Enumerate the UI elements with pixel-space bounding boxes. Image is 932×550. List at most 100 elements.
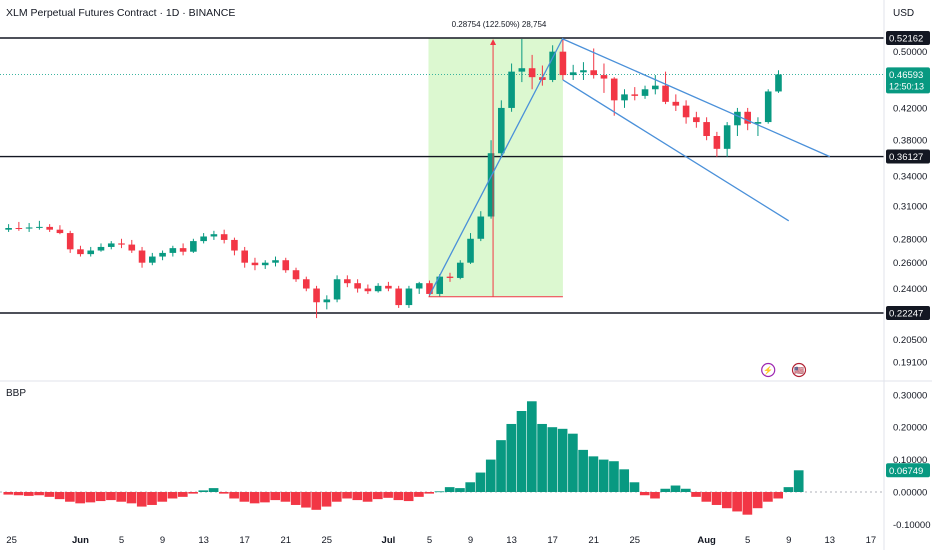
- candle-body: [549, 51, 556, 80]
- support-resistance-levels[interactable]: [0, 37, 884, 314]
- oscillator-label: BBP: [6, 388, 26, 399]
- drawing-lines[interactable]: [428, 37, 831, 298]
- oscillator-value-text: 0.06749: [889, 466, 923, 477]
- price-tick-label: 0.26000: [893, 258, 927, 269]
- candle-body: [672, 101, 680, 106]
- x-tick-label: 5: [119, 535, 124, 546]
- x-tick-label: 9: [468, 535, 473, 546]
- x-tick-label: 21: [588, 535, 599, 546]
- price-tick-label: 0.28000: [893, 234, 927, 245]
- candle-body: [46, 226, 53, 230]
- level-price-badge: [886, 306, 930, 320]
- oscillator-bar: [742, 492, 753, 515]
- last-price-badge: [886, 67, 930, 94]
- candle-body: [631, 94, 639, 96]
- candle-body: [169, 248, 177, 253]
- oscillator-bar: [680, 488, 691, 492]
- oscillator-bar: [639, 492, 650, 496]
- candle-body: [426, 283, 433, 294]
- candle-body: [302, 279, 310, 289]
- candle-body: [282, 260, 290, 271]
- oscillator-bar: [485, 459, 496, 492]
- candle-body: [641, 89, 649, 96]
- x-tick-label: 21: [280, 535, 291, 546]
- oscillator-bar: [208, 488, 219, 492]
- oscillator-bar: [229, 492, 239, 499]
- oscillator-bar: [793, 470, 804, 492]
- oscillator-bar: [342, 492, 352, 499]
- oscillator-bar: [598, 459, 609, 492]
- oscillator-bar: [34, 492, 44, 496]
- candle-body: [56, 229, 64, 234]
- x-tick-label: 9: [786, 535, 791, 546]
- countdown-timer: 12:50:13: [889, 81, 924, 91]
- oscillator-tick-label: 0.20000: [893, 423, 927, 434]
- candle-body: [36, 226, 43, 228]
- event-markers[interactable]: ⚡ 🇺🇸: [761, 362, 807, 378]
- candle-body: [498, 107, 505, 154]
- oscillator-bar: [95, 492, 106, 502]
- oscillator-bar: [547, 427, 558, 492]
- candle-body: [97, 246, 105, 251]
- oscillator-bar: [496, 440, 506, 492]
- price-tick-label: 0.42000: [893, 103, 927, 114]
- candle-body: [272, 260, 279, 263]
- last-price-value: 0.46593: [889, 70, 923, 81]
- oscillator-bar: [331, 492, 342, 502]
- candle-body: [138, 250, 146, 263]
- x-tick-label: Aug: [697, 535, 716, 546]
- candle-body: [569, 72, 577, 76]
- event-marker-glyph: 🇺🇸: [794, 366, 804, 375]
- measure-arrowhead: [490, 39, 497, 45]
- oscillator-bar: [609, 461, 619, 492]
- oscillator-bar: [65, 492, 75, 502]
- x-tick-label: Jun: [72, 535, 89, 546]
- oscillator-bar: [475, 472, 486, 492]
- candle-body: [87, 250, 95, 255]
- x-tick-label: 13: [825, 535, 836, 546]
- candle-body: [734, 111, 741, 126]
- channel-upper-line[interactable]: [562, 38, 831, 158]
- oscillator-bar: [54, 492, 65, 500]
- candle-body: [251, 262, 259, 266]
- candle-body: [77, 249, 84, 255]
- candle-body: [190, 241, 197, 252]
- bbp-oscillator-pane: [0, 401, 884, 515]
- candle-body: [775, 74, 782, 92]
- x-tick-label: 13: [198, 535, 209, 546]
- us-flag-event-icon[interactable]: 🇺🇸: [791, 362, 807, 378]
- candle-body: [374, 285, 382, 292]
- oscillator-bar: [444, 487, 455, 492]
- oscillator-bar: [116, 492, 127, 502]
- price-tick-label: 0.20500: [893, 335, 927, 346]
- oscillator-bar: [311, 492, 322, 510]
- x-tick-label: 17: [866, 535, 877, 546]
- x-tick-label: 5: [745, 535, 750, 546]
- currency-label: USD: [893, 8, 914, 19]
- candle-body: [405, 288, 413, 306]
- candle-body: [744, 111, 751, 124]
- oscillator-bar: [13, 492, 24, 496]
- candle-body: [682, 105, 690, 118]
- x-tick-label: 25: [322, 535, 333, 546]
- candle-body: [754, 122, 762, 124]
- candle-body: [200, 236, 207, 242]
- candle-body: [528, 68, 536, 78]
- candle-body: [364, 288, 372, 292]
- flash-event-icon[interactable]: ⚡: [761, 362, 776, 378]
- oscillator-bar: [136, 492, 147, 507]
- oscillator-bar: [260, 492, 270, 503]
- channel-lower-line[interactable]: [562, 79, 790, 222]
- oscillator-bar: [362, 492, 373, 502]
- measure-label: 0.28754 (122.50%) 28,754: [452, 20, 547, 29]
- oscillator-bar: [167, 492, 178, 499]
- candle-body: [210, 234, 218, 237]
- rally-trendline[interactable]: [428, 37, 564, 296]
- candle-body: [241, 250, 248, 263]
- oscillator-bar: [126, 492, 137, 504]
- oscillator-bar: [619, 469, 630, 492]
- price-tick-label: 0.34000: [893, 172, 927, 183]
- oscillator-bar: [414, 492, 424, 497]
- oscillator-bar: [290, 492, 301, 505]
